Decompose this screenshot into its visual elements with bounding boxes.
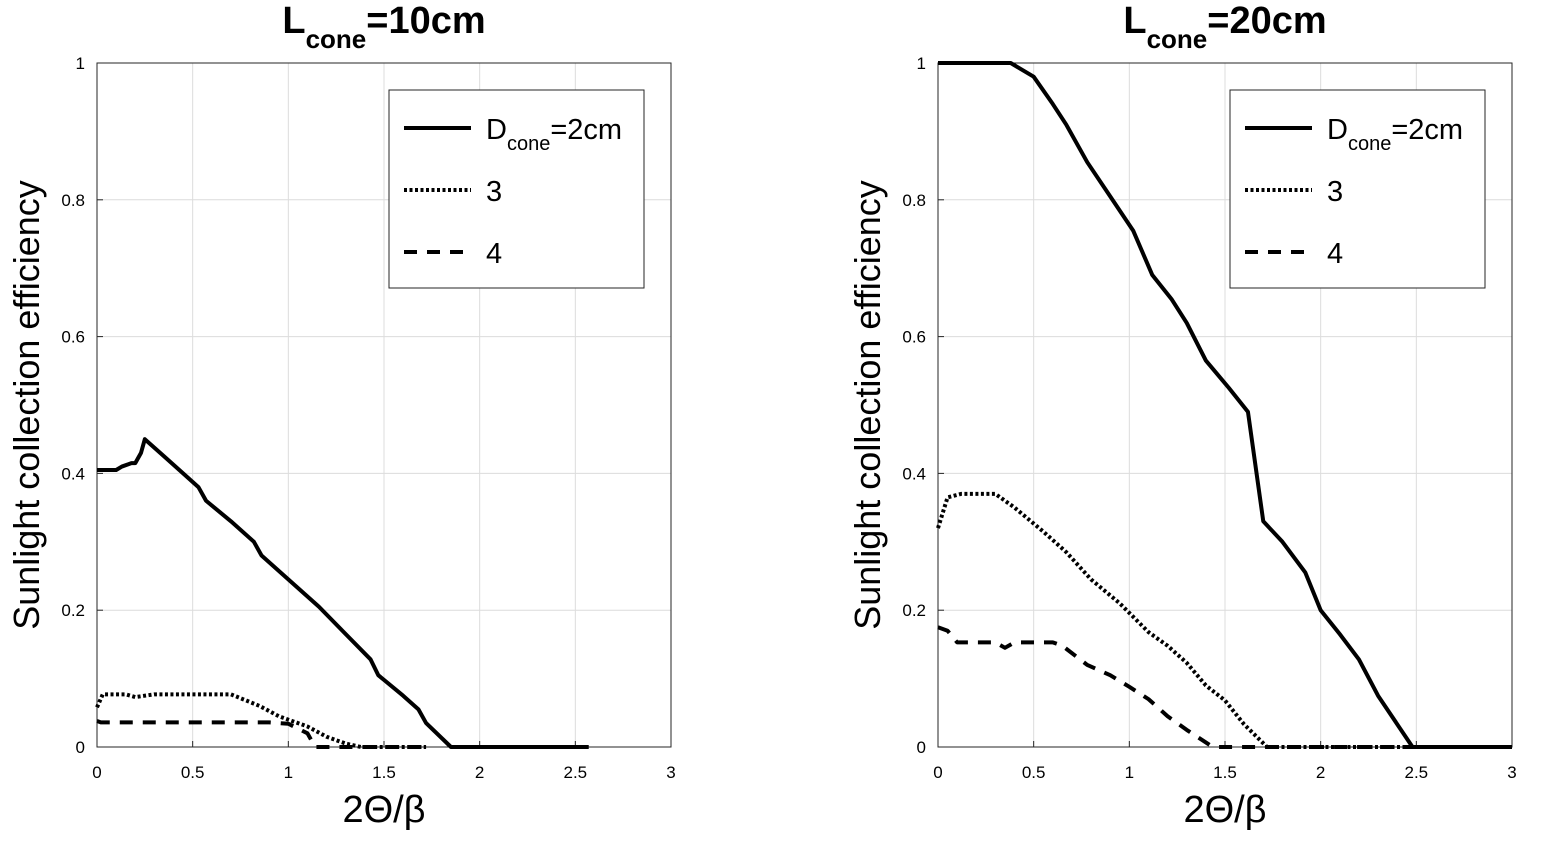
x-axis-label: 2Θ/β <box>1183 789 1266 831</box>
legend-label-1: 3 <box>486 176 502 208</box>
x-tick-label: 0.5 <box>181 763 205 782</box>
y-tick-label: 0.8 <box>61 191 85 210</box>
series-line-2 <box>937 625 1512 749</box>
x-axis-label: 2Θ/β <box>342 789 425 831</box>
legend-label-2: 4 <box>1327 238 1343 270</box>
x-tick-label: 2 <box>475 763 484 782</box>
y-tick-label: 0 <box>76 738 85 757</box>
x-tick-label: 0 <box>933 763 942 782</box>
y-axis-label: Sunlight collection efficiency <box>847 180 888 630</box>
x-tick-label: 2.5 <box>564 763 588 782</box>
series-line-0 <box>938 61 1512 749</box>
x-tick-label: 0.5 <box>1022 763 1046 782</box>
y-tick-label: 0.4 <box>902 464 926 483</box>
series-line-2 <box>96 719 427 749</box>
chart-right: 0 0.5 1 1.5 2 2.5 3 0 0.2 0.4 0.6 0.8 1 Lcone=20cm 2Θ/… <box>770 0 1540 839</box>
y-tick-label: 1 <box>76 54 85 73</box>
y-tick-label: 0.6 <box>61 328 85 347</box>
chart-right-svg: 0 0.5 1 1.5 2 2.5 3 0 0.2 0.4 0.6 0.8 1 Lcone=20cm 2Θ/… <box>847 0 1517 831</box>
y-axis-label: Sunlight collection efficiency <box>6 180 47 630</box>
x-tick-label: 1.5 <box>1213 763 1237 782</box>
legend-label-0: Dcone=2cm <box>486 114 622 155</box>
x-tick-label: 1 <box>284 763 293 782</box>
legend-label-1: 3 <box>1327 176 1343 208</box>
legend-label-0: Dcone=2cm <box>1327 114 1463 155</box>
x-tick-label: 2 <box>1316 763 1325 782</box>
x-tick-label: 1 <box>1125 763 1134 782</box>
y-tick-label: 0.6 <box>902 328 926 347</box>
legend-label-2: 4 <box>486 238 502 270</box>
y-tick-label: 0.4 <box>61 464 85 483</box>
series-line-0 <box>97 437 589 749</box>
chart-left-svg: 0 0.5 1 1.5 2 2.5 3 0 0.2 0.4 0.6 0.8 1 Lcone=10cm 2Θ/… <box>6 0 676 831</box>
y-tick-label: 0.8 <box>902 191 926 210</box>
chart-title: Lcone=10cm <box>282 0 485 54</box>
x-tick-label: 3 <box>1507 763 1516 782</box>
x-tick-label: 2.5 <box>1405 763 1429 782</box>
y-tick-label: 1 <box>917 54 926 73</box>
y-tick-label: 0.2 <box>61 601 85 620</box>
x-tick-label: 0 <box>92 763 101 782</box>
chart-title: Lcone=20cm <box>1123 0 1326 54</box>
y-tick-label: 0 <box>917 738 926 757</box>
x-tick-label: 1.5 <box>372 763 396 782</box>
chart-left: 0 0.5 1 1.5 2 2.5 3 0 0.2 0.4 0.6 0.8 1 Lcone=10cm 2Θ/… <box>0 0 770 839</box>
y-tick-label: 0.2 <box>902 601 926 620</box>
x-tick-label: 3 <box>666 763 675 782</box>
